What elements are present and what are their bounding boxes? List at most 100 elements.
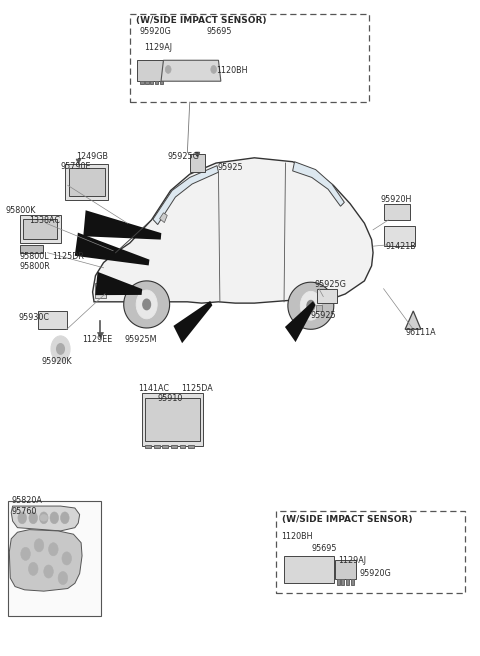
Bar bbox=[20, 215, 60, 243]
Bar bbox=[65, 164, 108, 199]
Text: 1249GB: 1249GB bbox=[76, 152, 108, 161]
Bar bbox=[159, 81, 163, 85]
Circle shape bbox=[143, 299, 151, 310]
Bar bbox=[180, 445, 185, 449]
Bar bbox=[190, 154, 205, 173]
Circle shape bbox=[21, 547, 30, 560]
Text: 95930C: 95930C bbox=[19, 313, 50, 322]
Polygon shape bbox=[173, 301, 212, 343]
Polygon shape bbox=[124, 281, 169, 328]
Bar bbox=[8, 501, 101, 616]
Bar bbox=[130, 14, 369, 102]
Polygon shape bbox=[95, 272, 142, 295]
Bar bbox=[384, 204, 410, 220]
Text: 95760: 95760 bbox=[11, 507, 36, 516]
Polygon shape bbox=[285, 301, 315, 342]
Polygon shape bbox=[93, 158, 373, 303]
Ellipse shape bbox=[40, 514, 48, 521]
Circle shape bbox=[48, 543, 58, 556]
Bar bbox=[155, 81, 158, 85]
Text: 95925: 95925 bbox=[217, 163, 243, 172]
Circle shape bbox=[50, 512, 59, 523]
Polygon shape bbox=[405, 311, 421, 329]
Text: 1129EE: 1129EE bbox=[82, 335, 112, 344]
Circle shape bbox=[18, 512, 26, 523]
Bar bbox=[69, 169, 105, 195]
Circle shape bbox=[300, 291, 322, 320]
Text: 95925: 95925 bbox=[311, 310, 336, 319]
Text: 95920G: 95920G bbox=[140, 27, 171, 36]
Circle shape bbox=[57, 344, 64, 354]
Bar bbox=[284, 556, 334, 583]
Circle shape bbox=[39, 512, 48, 523]
Circle shape bbox=[28, 562, 38, 575]
Text: 1129AJ: 1129AJ bbox=[144, 43, 172, 52]
Text: 1141AC: 1141AC bbox=[139, 384, 169, 393]
Bar bbox=[95, 283, 107, 298]
Text: 95920K: 95920K bbox=[42, 357, 72, 366]
Bar bbox=[351, 579, 354, 584]
Bar bbox=[145, 398, 200, 441]
Text: 95920H: 95920H bbox=[380, 195, 412, 204]
Bar bbox=[150, 81, 154, 85]
Bar bbox=[20, 245, 43, 253]
Polygon shape bbox=[75, 233, 149, 266]
Circle shape bbox=[34, 539, 44, 552]
Bar bbox=[141, 81, 144, 85]
Text: 95925M: 95925M bbox=[124, 335, 156, 344]
Text: 95800K: 95800K bbox=[5, 206, 36, 215]
Bar bbox=[335, 560, 356, 579]
Polygon shape bbox=[83, 211, 161, 239]
Text: 1129AJ: 1129AJ bbox=[338, 556, 366, 565]
Circle shape bbox=[60, 512, 69, 523]
Text: 1120BH: 1120BH bbox=[216, 66, 248, 75]
Text: 1125DR: 1125DR bbox=[52, 253, 84, 261]
Bar bbox=[142, 394, 203, 446]
Circle shape bbox=[44, 565, 53, 578]
Text: 1338AC: 1338AC bbox=[29, 216, 60, 225]
Polygon shape bbox=[11, 506, 80, 531]
Text: 1120BH: 1120BH bbox=[281, 532, 312, 541]
Bar bbox=[154, 445, 159, 449]
Bar bbox=[341, 579, 344, 584]
Polygon shape bbox=[9, 529, 82, 591]
Text: 91421B: 91421B bbox=[386, 243, 417, 251]
Bar bbox=[337, 579, 340, 584]
Text: 95695: 95695 bbox=[312, 544, 337, 553]
Bar bbox=[171, 445, 177, 449]
Bar bbox=[38, 311, 67, 329]
Bar bbox=[162, 445, 168, 449]
Text: (W/SIDE IMPACT SENSOR): (W/SIDE IMPACT SENSOR) bbox=[282, 514, 412, 523]
Polygon shape bbox=[159, 213, 167, 222]
Text: 95925G: 95925G bbox=[314, 280, 346, 289]
Text: 95800L: 95800L bbox=[20, 253, 49, 261]
Bar bbox=[23, 219, 57, 239]
Text: 95920G: 95920G bbox=[360, 569, 391, 578]
Text: (W/SIDE IMPACT SENSOR): (W/SIDE IMPACT SENSOR) bbox=[136, 16, 266, 26]
Bar bbox=[188, 445, 194, 449]
Bar bbox=[276, 511, 465, 593]
Circle shape bbox=[29, 512, 37, 523]
Polygon shape bbox=[153, 166, 218, 224]
Bar bbox=[384, 226, 415, 245]
Text: 96111A: 96111A bbox=[406, 327, 436, 337]
Bar bbox=[145, 81, 149, 85]
Circle shape bbox=[58, 571, 68, 584]
Bar bbox=[346, 579, 349, 584]
Text: 95695: 95695 bbox=[206, 27, 232, 36]
Text: 95790E: 95790E bbox=[61, 162, 92, 171]
Text: 95910: 95910 bbox=[157, 394, 183, 403]
Text: 1125DA: 1125DA bbox=[181, 384, 213, 393]
Bar bbox=[137, 60, 163, 81]
Circle shape bbox=[211, 66, 216, 73]
Circle shape bbox=[307, 300, 315, 311]
Text: 95800R: 95800R bbox=[20, 262, 50, 271]
Polygon shape bbox=[161, 60, 221, 81]
Bar bbox=[317, 289, 336, 303]
Polygon shape bbox=[293, 162, 344, 206]
Circle shape bbox=[62, 552, 72, 565]
Text: 95925G: 95925G bbox=[167, 152, 199, 161]
Polygon shape bbox=[288, 282, 334, 329]
Bar bbox=[145, 445, 151, 449]
Circle shape bbox=[165, 66, 171, 73]
